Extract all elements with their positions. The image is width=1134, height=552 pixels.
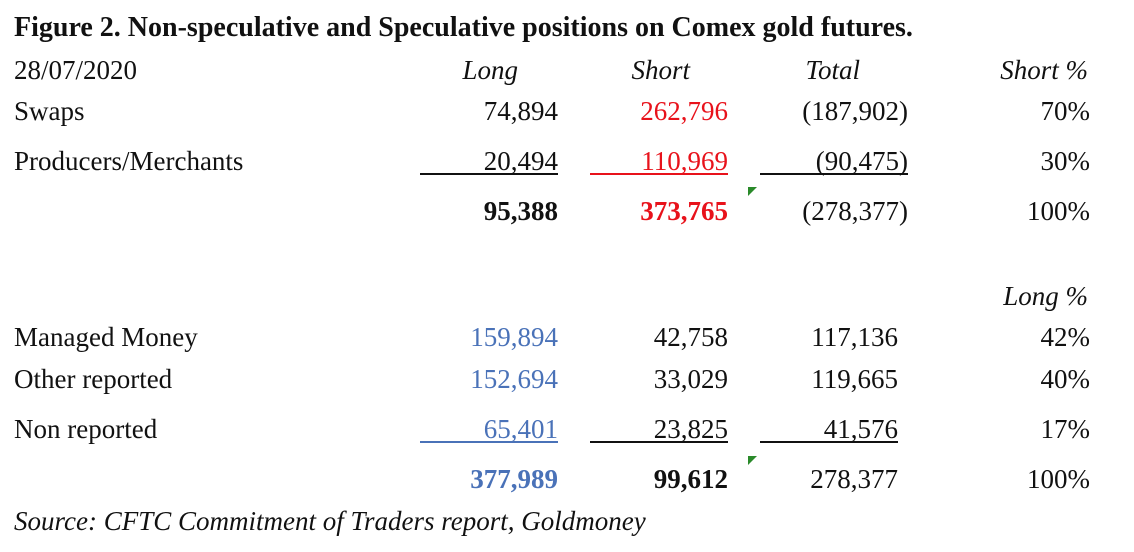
row-label: Managed Money xyxy=(14,322,198,352)
cell: (90,475) xyxy=(815,146,908,176)
title: Figure 2. Non-speculative and Speculativ… xyxy=(14,12,913,43)
row-label: Other reported xyxy=(14,364,173,394)
total-cell: 100% xyxy=(1027,464,1090,494)
cell: 23,825 xyxy=(653,414,728,444)
cell: 17% xyxy=(1040,414,1091,444)
total-cell: 100% xyxy=(1027,196,1090,226)
cell: 20,494 xyxy=(483,146,558,176)
cell: (187,902) xyxy=(802,96,908,126)
underline xyxy=(760,173,908,175)
marker xyxy=(748,187,757,196)
cell: 33,029 xyxy=(653,364,728,394)
cell: 65,401 xyxy=(483,414,558,444)
column-header: Long % xyxy=(1003,281,1088,311)
cell: 30% xyxy=(1040,146,1091,176)
cell: 262,796 xyxy=(640,96,728,126)
underline xyxy=(590,173,728,175)
cell: 159,894 xyxy=(470,322,558,352)
cell: 42,758 xyxy=(653,322,728,352)
marker xyxy=(748,456,757,465)
cell: 70% xyxy=(1040,96,1091,126)
date: 28/07/2020 xyxy=(14,55,138,85)
row-label: Swaps xyxy=(14,96,85,126)
cell: 119,665 xyxy=(811,364,898,394)
total-cell: 278,377 xyxy=(810,464,898,494)
cell: 40% xyxy=(1040,364,1091,394)
cell: 117,136 xyxy=(811,322,898,352)
column-header: Long xyxy=(462,55,518,85)
row-label: Producers/Merchants xyxy=(14,146,244,176)
cell: 42% xyxy=(1040,322,1091,352)
total-cell: 99,612 xyxy=(653,464,728,494)
source: Source: CFTC Commitment of Traders repor… xyxy=(14,506,646,536)
underline xyxy=(420,441,558,443)
underline xyxy=(590,441,728,443)
column-header: Total xyxy=(805,55,860,85)
total-cell: 95,388 xyxy=(483,196,558,226)
total-cell: 377,989 xyxy=(470,464,558,494)
column-header: Short xyxy=(631,55,690,85)
row-label: Non reported xyxy=(14,414,158,444)
total-cell: (278,377) xyxy=(802,196,908,226)
column-header: Short % xyxy=(1000,55,1088,85)
cell: 152,694 xyxy=(470,364,558,394)
underline xyxy=(760,441,898,443)
total-cell: 373,765 xyxy=(640,196,728,226)
cell: 110,969 xyxy=(641,146,728,176)
cell: 41,576 xyxy=(823,414,898,444)
cell: 74,894 xyxy=(483,96,558,126)
underline xyxy=(420,173,558,175)
